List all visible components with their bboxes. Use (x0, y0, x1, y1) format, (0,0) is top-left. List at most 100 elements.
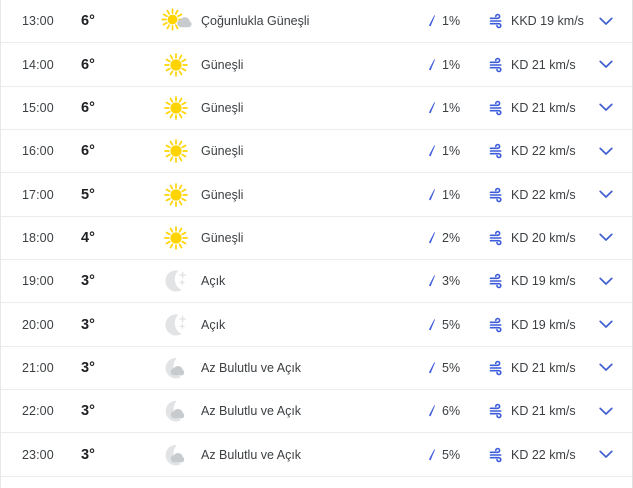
forecast-hour-row[interactable]: 19:00 3° Açık 3% KD 19 km/s (1, 260, 632, 304)
forecast-hour-row[interactable]: 17:00 5° Güneşli 1% KD 22 km/s (1, 173, 632, 217)
hour-condition-label: Güneşli (201, 100, 244, 115)
chevron-down-icon (599, 320, 613, 328)
hour-condition-icon (159, 394, 193, 428)
hour-precipitation: 3% (426, 273, 486, 289)
forecast-hour-row[interactable]: 21:00 3° Az Bulutlu ve Açık 5% KD 21 km/… (1, 346, 632, 391)
hour-precipitation: 5% (426, 447, 486, 463)
precipitation-value: 6% (442, 404, 461, 419)
forecast-hour-row[interactable]: 18:00 4° Güneşli 2% KD 20 km/s (1, 216, 632, 261)
wind-value: KD 21 km/s (511, 57, 576, 72)
precipitation-value: 3% (442, 274, 461, 289)
hour-temperature: 6° (81, 56, 95, 73)
hour-condition-label: Güneşli (201, 144, 244, 159)
hour-precipitation: 5% (426, 360, 486, 376)
sun-icon (164, 139, 188, 164)
hour-temperature: 3° (81, 403, 95, 420)
hour-precipitation: 1% (426, 143, 486, 159)
forecast-hour-row[interactable]: 15:00 6° Güneşli 1% KD 21 km/s (1, 86, 632, 131)
moon-icon (165, 270, 186, 292)
wind-value: KD 22 km/s (511, 144, 576, 159)
hour-time: 15:00 (22, 100, 54, 115)
rain-drop-icon (429, 58, 435, 70)
expand-row-button[interactable] (591, 233, 621, 242)
rain-drop-icon (429, 275, 435, 287)
hour-condition-icon (159, 134, 193, 168)
precipitation-value: 1% (442, 14, 461, 29)
precipitation-value: 1% (442, 187, 461, 202)
wind-value: KD 22 km/s (511, 447, 576, 462)
wind-icon (489, 187, 502, 202)
hour-condition-icon (159, 178, 193, 212)
hour-time: 18:00 (22, 230, 54, 245)
precipitation-value: 1% (442, 144, 461, 159)
hour-time: 14:00 (22, 57, 54, 72)
precipitation-value: 5% (442, 317, 461, 332)
wind-icon (489, 447, 502, 462)
hour-time: 23:00 (22, 447, 54, 462)
wind-icon (489, 360, 502, 376)
chevron-down-icon (599, 363, 613, 372)
hour-condition-icon (159, 438, 193, 472)
expand-row-button[interactable] (591, 450, 621, 459)
hour-condition-label: Az Bulutlu ve Açık (201, 404, 302, 419)
hour-condition-icon (159, 4, 193, 38)
hour-condition-label: Açık (201, 274, 226, 289)
expand-row-button[interactable] (591, 17, 621, 26)
expand-row-button[interactable] (591, 147, 621, 156)
precipitation-value: 5% (442, 447, 461, 462)
hour-wind: KD 21 km/s (489, 404, 594, 419)
sun-icon (164, 226, 188, 250)
rain-drop-icon (429, 188, 435, 200)
wind-value: KD 19 km/s (511, 274, 576, 289)
hour-precipitation: 6% (426, 403, 486, 419)
expand-row-button[interactable] (591, 407, 621, 416)
forecast-hour-row[interactable]: 20:00 3° Açık 5% KD 19 km/s (1, 303, 632, 347)
hour-wind: KD 22 km/s (489, 187, 594, 202)
hour-precipitation: 2% (426, 230, 486, 246)
precipitation-value: 2% (442, 230, 461, 245)
forecast-hour-row[interactable]: 16:00 6° Güneşli 1% KD 22 km/s (1, 130, 632, 174)
chevron-down-icon (599, 450, 613, 458)
wind-value: KD 21 km/s (511, 100, 576, 115)
chevron-down-icon (599, 60, 613, 68)
hour-time: 16:00 (22, 144, 54, 159)
hour-wind: KD 21 km/s (489, 360, 594, 376)
expand-row-button[interactable] (591, 363, 621, 372)
forecast-hour-row[interactable]: 13:00 6° Çoğunlukla Güneşli 1% KKD 19 km… (1, 0, 632, 44)
wind-value: KD 20 km/s (511, 230, 576, 245)
expand-row-button[interactable] (591, 320, 621, 329)
hour-condition-icon (159, 91, 193, 125)
moon-behind-cloud-icon (165, 401, 185, 422)
expand-row-button[interactable] (591, 277, 621, 286)
forecast-hour-row[interactable]: 23:00 3° Az Bulutlu ve Açık 5% KD 22 km/… (1, 433, 632, 477)
expand-row-button[interactable] (591, 103, 621, 112)
hour-precipitation: 1% (426, 13, 486, 29)
chevron-down-icon (599, 147, 613, 155)
forecast-hour-row[interactable]: 22:00 3° Az Bulutlu ve Açık 6% KD 21 km/… (1, 390, 632, 434)
hour-condition-label: Güneşli (201, 230, 244, 245)
hour-time: 13:00 (22, 14, 54, 29)
precipitation-value: 1% (442, 100, 461, 115)
moon-icon (165, 313, 186, 336)
hour-temperature: 3° (81, 316, 95, 333)
sun-icon (164, 182, 188, 207)
hour-temperature: 6° (81, 143, 95, 160)
sun-icon (164, 52, 188, 77)
expand-row-button[interactable] (591, 60, 621, 69)
wind-icon (489, 143, 502, 159)
hour-temperature: 3° (81, 446, 95, 463)
wind-icon (489, 57, 502, 72)
chevron-down-icon (599, 233, 613, 242)
moon-behind-cloud-icon (165, 444, 185, 466)
chevron-down-icon (599, 407, 613, 415)
expand-row-button[interactable] (591, 190, 621, 199)
hour-condition-icon (159, 221, 193, 255)
chevron-down-icon (599, 277, 613, 285)
hour-temperature: 3° (81, 273, 95, 290)
hour-wind: KD 22 km/s (489, 143, 594, 159)
hour-precipitation: 5% (426, 317, 486, 333)
rain-drop-icon (429, 232, 435, 244)
hour-wind: KD 20 km/s (489, 230, 594, 246)
forecast-hour-row[interactable]: 14:00 6° Güneşli 1% KD 21 km/s (1, 43, 632, 87)
